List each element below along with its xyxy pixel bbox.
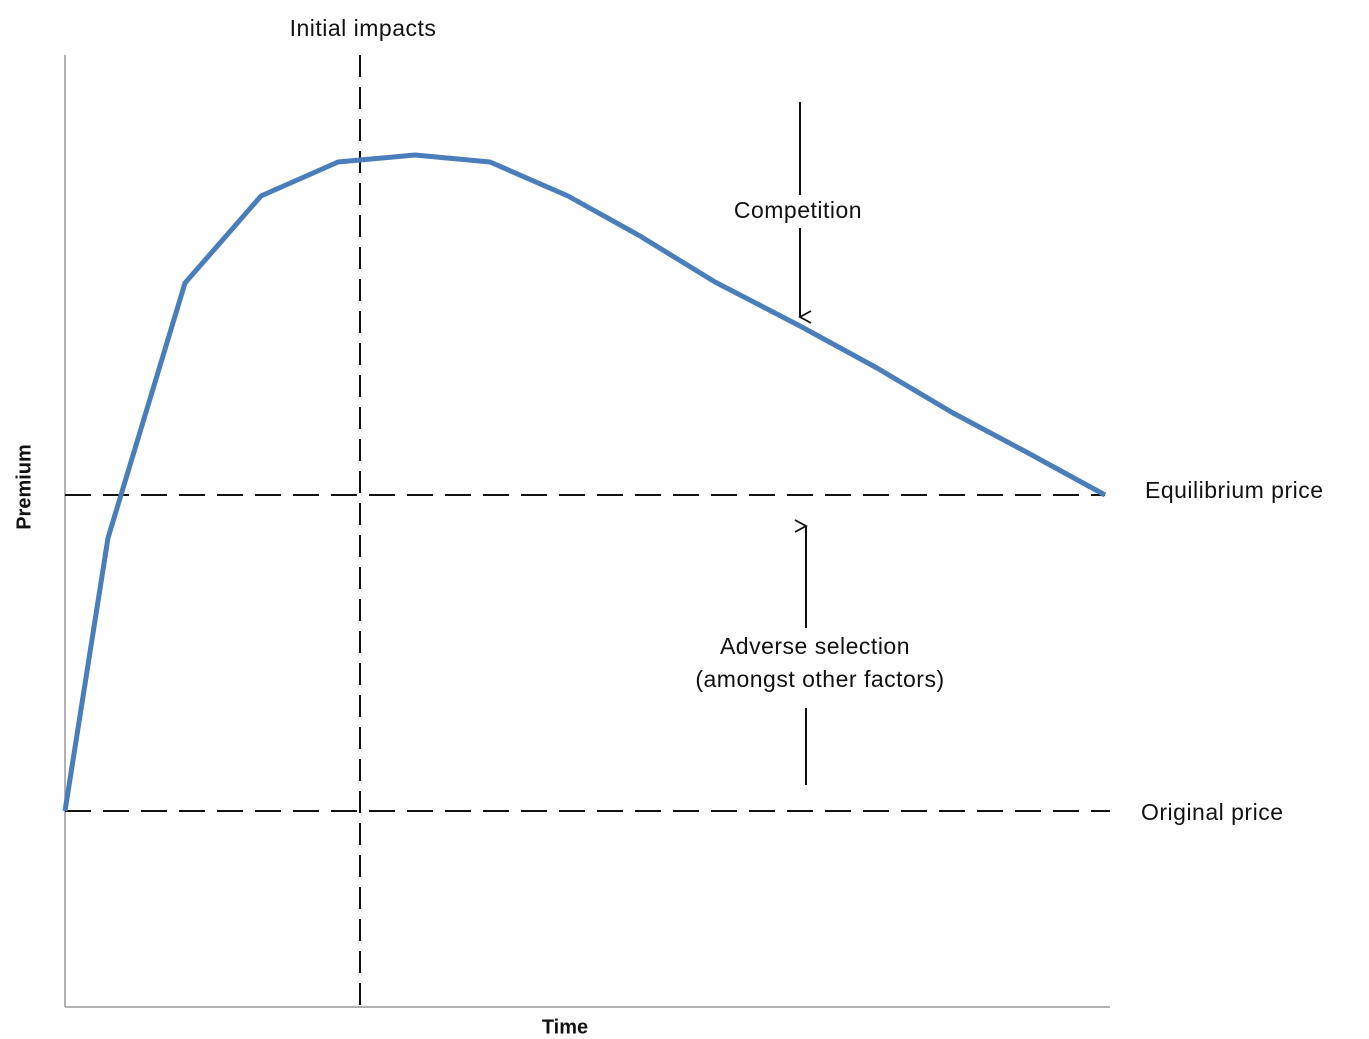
label: Original price [1141, 799, 1284, 825]
premium-curve [62, 152, 1107, 812]
label: Initial impacts [290, 15, 437, 41]
axis-label: Time [542, 1016, 588, 1038]
label: Adverse selection [720, 633, 910, 659]
label: Competition [734, 197, 862, 223]
label: Equilibrium price [1145, 477, 1324, 503]
axis-label: Premium [13, 444, 35, 530]
label: (amongst other factors) [695, 666, 944, 692]
